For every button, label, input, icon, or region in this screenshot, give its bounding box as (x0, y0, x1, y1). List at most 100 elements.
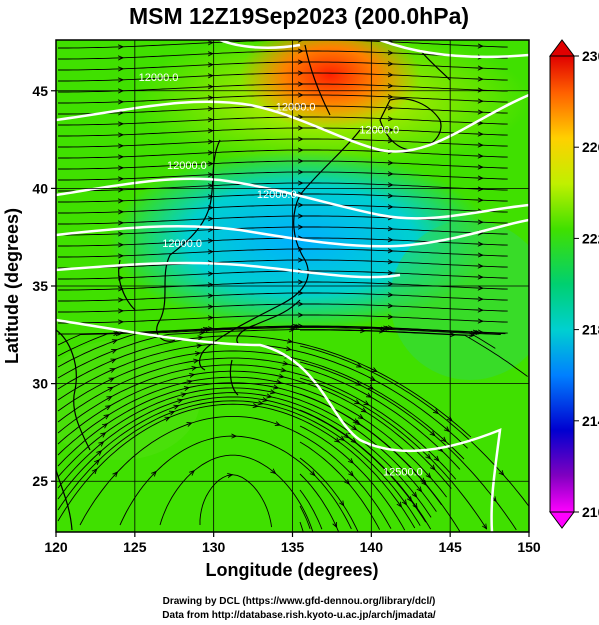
streamline-arrow (103, 424, 107, 427)
y-axis-label: Latitude (degrees) (2, 208, 22, 364)
streamline-arrow (276, 382, 281, 383)
streamline (58, 50, 508, 60)
streamline (58, 215, 508, 225)
streamline-arrow (272, 470, 276, 473)
streamline (57, 335, 472, 438)
streamline-arrow (174, 406, 179, 408)
streamline (58, 61, 508, 71)
streamline-arrow (364, 402, 368, 405)
colorbar-tick-label: 214 (582, 413, 599, 429)
contour-label: 12000.0 (139, 72, 179, 84)
streamline-arrow (106, 406, 110, 409)
x-tick-label: 140 (360, 539, 384, 555)
streamline-arrow (270, 392, 275, 393)
y-tick-label: 45 (32, 83, 48, 99)
contour-label: 12000.0 (257, 189, 297, 201)
streamline-arrow (195, 353, 200, 354)
streamline (57, 357, 461, 470)
y-tick-label: 40 (32, 180, 48, 196)
streamline (58, 259, 508, 269)
streamline (58, 94, 508, 104)
streamline-arrow (108, 387, 112, 389)
streamline-arrow (427, 474, 430, 478)
contour-label: 12000.0 (162, 238, 202, 250)
streamline (57, 400, 421, 526)
streamline (57, 327, 501, 368)
x-tick-label: 125 (123, 539, 147, 555)
x-axis-ticks: 120 125 130 135 140 145 150 (44, 532, 541, 555)
streamline-arrow (227, 475, 232, 476)
streamline (299, 505, 311, 529)
streamline (299, 473, 340, 532)
map-title: MSM 12Z19Sep2023 (200.0hPa) (129, 3, 469, 29)
contour-label: 12000.0 (167, 160, 207, 172)
streamline-arrow (112, 340, 117, 342)
streamline (58, 303, 508, 313)
streamline (57, 376, 447, 498)
streamline-arrow (196, 345, 201, 346)
streamline (58, 182, 508, 192)
streamline-arrow (404, 501, 407, 505)
contour-labels: 12000.0 12000.0 12000.0 12000.0 12000.0 12000… (139, 72, 423, 478)
streamline-arrow (431, 466, 434, 470)
streamline-arrow (273, 387, 278, 388)
streamline (58, 292, 508, 302)
streamline-arrow (262, 400, 267, 401)
y-tick-label: 35 (32, 278, 48, 294)
streamline-arrow (189, 374, 194, 375)
streamline-arrow (192, 368, 197, 369)
streamline (299, 425, 406, 531)
streamline (57, 364, 457, 480)
streamline-arrow (418, 488, 421, 492)
streamline-arrow (427, 455, 431, 459)
x-axis-label: Longitude (degrees) (205, 560, 378, 580)
streamline-arrow (98, 451, 102, 454)
streamline (159, 454, 314, 532)
y-tick-label: 30 (32, 376, 48, 392)
streamline-arrow (341, 501, 344, 505)
credit-drawing: Drawing by DCL (https://www.gfd-dennou.o… (163, 596, 436, 607)
x-tick-label: 130 (202, 539, 226, 555)
streamline-arrow (355, 401, 359, 403)
streamline-arrow (193, 360, 198, 361)
streamline (58, 314, 508, 324)
y-axis-ticks: 25 30 35 40 45 (32, 83, 56, 489)
streamline (58, 193, 508, 203)
streamline-arrow (170, 411, 175, 413)
streamline-arrow (434, 410, 438, 413)
streamline (57, 396, 427, 523)
streamline-arrow (484, 525, 487, 529)
streamline-arrow (340, 437, 344, 440)
streamline-arrow (198, 337, 203, 338)
streamline (57, 403, 416, 529)
streamline-arrow (445, 428, 449, 431)
streamline-arrow (109, 378, 114, 380)
streamline-arrow (409, 497, 412, 501)
streamline-arrow (414, 493, 417, 497)
colorbar-scale (549, 55, 575, 513)
streamline-arrow (335, 439, 339, 442)
streamline-arrow (287, 341, 292, 342)
streamline-arrow (258, 403, 263, 404)
streamline-arrow (181, 394, 186, 395)
streamline-arrow (275, 423, 280, 425)
plot-area: 12000.0 12000.0 12000.0 12000.0 12000.0 12000… (56, 40, 529, 532)
streamline-arrow (111, 359, 116, 361)
streamline-arrow (178, 400, 183, 401)
streamline-arrow (352, 440, 356, 443)
colorbar-tick-label: 222 (582, 230, 599, 246)
streamline (57, 343, 468, 449)
streamline-arrow (96, 460, 100, 464)
streamline-arrow (367, 395, 371, 397)
streamline-arrow (107, 397, 111, 399)
streamline (58, 72, 508, 82)
streamline-arrow (442, 438, 446, 441)
colorbar-tick-label: 218 (582, 322, 599, 338)
streamline-arrow (431, 432, 435, 435)
streamline (299, 377, 487, 530)
x-tick-label: 145 (438, 539, 462, 555)
streamline (299, 361, 517, 531)
streamline (300, 329, 528, 377)
streamline-arrow (165, 417, 170, 419)
